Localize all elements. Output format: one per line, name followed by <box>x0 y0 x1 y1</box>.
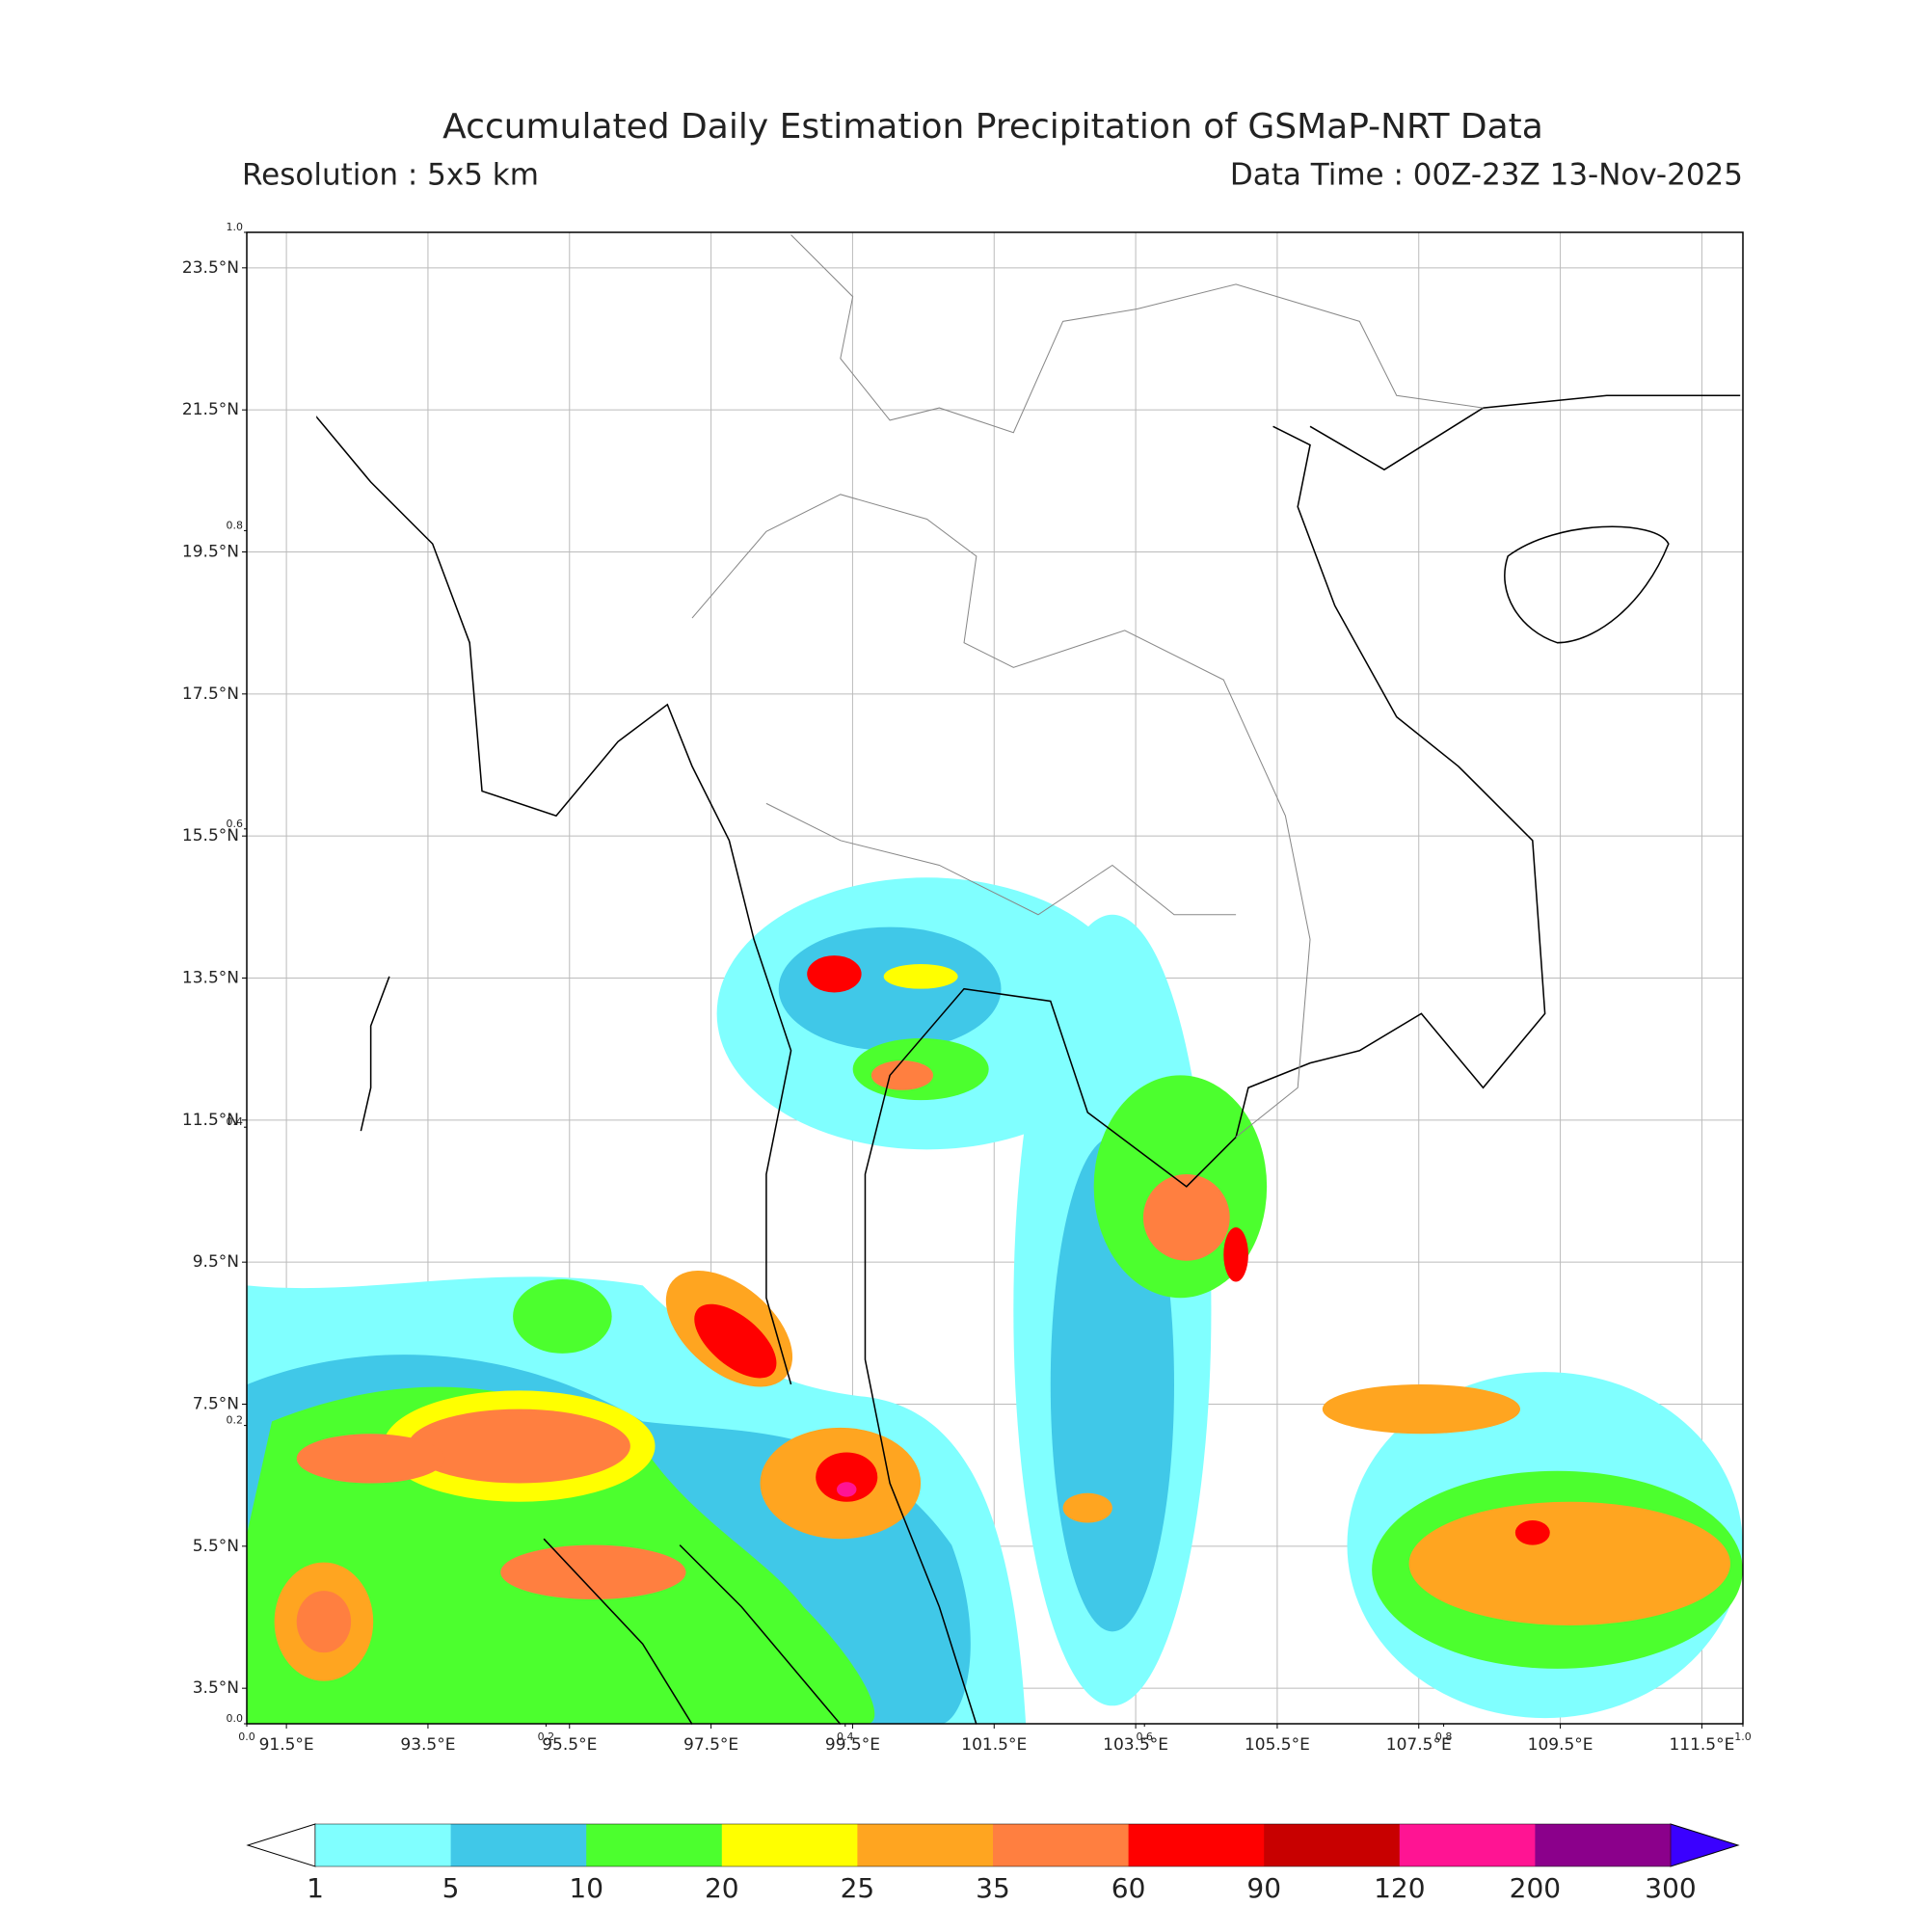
title: Accumulated Daily Estimation Precipitati… <box>442 107 1543 147</box>
precip-cell <box>1062 1492 1112 1523</box>
precip-cell <box>816 1452 878 1502</box>
colorbar-label: 5 <box>442 1872 460 1904</box>
lon-tick-label: 91.5°E <box>259 1735 314 1755</box>
colorbar-over <box>1670 1823 1740 1867</box>
colorbar-frame <box>314 1823 1672 1867</box>
lat-tick-label: 13.5°N <box>182 969 239 988</box>
colorbar-bin <box>586 1824 723 1866</box>
frame-tick-label: 0.8 <box>1435 1731 1453 1743</box>
precipitation <box>247 877 1743 1724</box>
borders <box>691 234 1484 1138</box>
colorbar-label: 90 <box>1246 1872 1281 1904</box>
lon-tick-label: 109.5°E <box>1528 1735 1593 1755</box>
colorbar-label: 120 <box>1374 1872 1425 1904</box>
precip-cell <box>408 1409 630 1484</box>
colorbar-bin <box>857 1824 994 1866</box>
precip-cell <box>694 1303 777 1379</box>
frame-tick-label: 0.6 <box>227 818 244 830</box>
frame-tick-label: 0.2 <box>538 1731 555 1743</box>
resolution: Resolution : 5x5 km <box>242 158 539 193</box>
precip-cell <box>1322 1383 1520 1435</box>
lat-tick-label: 7.5°N <box>193 1395 239 1414</box>
frame-tick-label: 0.0 <box>227 1712 244 1725</box>
precip-cell <box>807 955 862 993</box>
colorbar-bin <box>721 1824 858 1866</box>
colorbar-label: 20 <box>705 1872 739 1904</box>
colorbar-label: 60 <box>1111 1872 1146 1904</box>
lat-tick-label: 11.5°N <box>182 1111 239 1130</box>
colorbar-label: 25 <box>841 1872 875 1904</box>
precip-cell <box>870 1060 933 1090</box>
precip-cell <box>296 1434 445 1484</box>
colorbar-bin <box>1128 1824 1265 1866</box>
colorbar-label: 35 <box>976 1872 1010 1904</box>
precip-cell <box>1223 1227 1248 1282</box>
frame-tick-label: 0.8 <box>227 519 244 531</box>
colorbar-label: 1 <box>307 1872 324 1904</box>
colorbar-label: 300 <box>1645 1872 1696 1904</box>
border-lines <box>691 234 1484 1138</box>
colorbar-label: 10 <box>569 1872 603 1904</box>
lat-tick-label: 3.5°N <box>193 1678 239 1698</box>
andaman-islands <box>360 976 390 1132</box>
colorbar-bin <box>1264 1824 1401 1866</box>
sumatra <box>543 1538 842 1726</box>
colorbar-bin <box>1399 1824 1536 1866</box>
colorbar: 1 5 10 20 25 35 60 90 120 200 300 <box>246 1823 1740 1904</box>
lat-tick-label: 21.5°N <box>182 400 239 419</box>
lat-tick-label: 5.5°N <box>193 1537 239 1556</box>
precip-cell <box>296 1591 352 1653</box>
colorbar-bin <box>450 1824 587 1866</box>
colorbar-bin <box>993 1824 1130 1866</box>
lon-tick-label: 97.5°E <box>683 1735 738 1755</box>
ticks: 91.5°E 93.5°E 95.5°E 97.5°E 99.5°E 101.5°E 103… <box>182 221 1752 1755</box>
lon-tick-label: 105.5°E <box>1245 1735 1310 1755</box>
precip-cell <box>1142 1173 1230 1261</box>
hainan <box>1504 525 1670 644</box>
lat-tick-label: 15.5°N <box>182 826 239 845</box>
frame-tick-label: 0.6 <box>1136 1731 1153 1743</box>
precip-field <box>247 877 1743 1724</box>
lon-tick-label: 103.5°E <box>1103 1735 1168 1755</box>
frame-tick-label: 0.4 <box>837 1731 854 1743</box>
lon-tick-label: 107.5°E <box>1386 1735 1452 1755</box>
lat-tick-label: 9.5°N <box>193 1252 239 1272</box>
lon-tick-label: 95.5°E <box>542 1735 597 1755</box>
precip-cell <box>836 1482 857 1497</box>
frame-tick-label: 0.4 <box>227 1115 244 1128</box>
precip-cell <box>513 1278 612 1354</box>
lon-tick-label: 93.5°E <box>400 1735 455 1755</box>
frame-tick-label: 1.0 <box>227 221 244 233</box>
lon-tick-label: 101.5°E <box>961 1735 1027 1755</box>
data-time: Data Time : 00Z-23Z 13-Nov-2025 <box>1230 158 1743 193</box>
precip-cell <box>500 1544 686 1600</box>
precip-cell <box>883 964 958 989</box>
lat-tick-label: 17.5°N <box>182 684 239 704</box>
lat-tick-label: 19.5°N <box>182 543 239 562</box>
frame-tick-label: 0.2 <box>227 1414 244 1427</box>
precip-cell <box>1408 1501 1730 1625</box>
colorbar-bin <box>1535 1824 1672 1866</box>
precip-cell <box>1514 1519 1550 1545</box>
colorbar-label: 200 <box>1510 1872 1561 1904</box>
coastline <box>1607 266 1740 297</box>
lat-tick-label: 23.5°N <box>182 258 239 278</box>
colorbar-bin <box>315 1824 452 1866</box>
lon-tick-label: 99.5°E <box>825 1735 880 1755</box>
frame-tick-label: 0.0 <box>238 1731 255 1743</box>
lon-tick-label: 111.5°E <box>1669 1735 1734 1755</box>
colorbar-under <box>246 1823 316 1867</box>
frame-tick-label: 1.0 <box>1734 1731 1752 1743</box>
